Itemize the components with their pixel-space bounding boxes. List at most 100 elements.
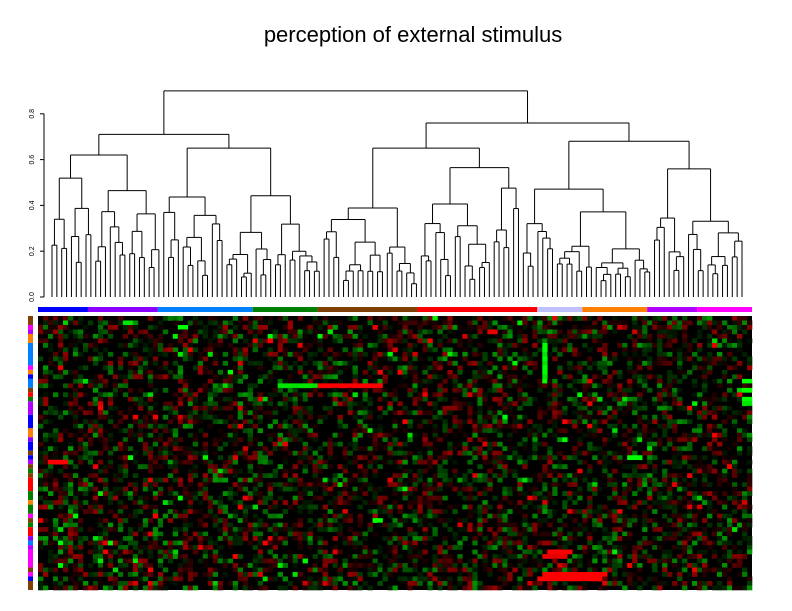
heatmap-cell bbox=[107, 540, 114, 546]
heatmap-cell bbox=[452, 324, 458, 330]
heatmap-cell bbox=[402, 347, 408, 353]
heatmap-cell bbox=[357, 563, 363, 568]
heatmap-cell bbox=[682, 374, 688, 380]
heatmap-cell bbox=[287, 374, 293, 380]
heatmap-cell bbox=[502, 419, 508, 425]
heatmap-cell bbox=[447, 356, 453, 362]
heatmap-cell bbox=[582, 342, 588, 348]
heatmap-cell bbox=[452, 419, 458, 425]
heatmap-cell bbox=[407, 504, 413, 510]
heatmap-cell bbox=[127, 549, 134, 555]
heatmap-cell bbox=[437, 558, 443, 564]
heatmap-cell bbox=[687, 473, 693, 479]
heatmap-cell bbox=[502, 563, 508, 568]
heatmap-cell bbox=[482, 509, 488, 514]
heatmap-cell bbox=[387, 482, 393, 487]
heatmap-cell bbox=[627, 473, 633, 479]
heatmap-cell bbox=[702, 527, 708, 532]
heatmap-cell bbox=[227, 455, 234, 461]
heatmap-cell bbox=[292, 410, 298, 416]
heatmap-cell bbox=[352, 531, 358, 537]
heatmap-cell bbox=[67, 316, 74, 321]
heatmap-cell bbox=[442, 378, 448, 384]
heatmap-cell bbox=[72, 387, 79, 393]
heatmap-cell bbox=[192, 455, 199, 461]
heatmap-cell bbox=[437, 329, 443, 335]
heatmap-cell bbox=[492, 320, 498, 326]
heatmap-cell bbox=[737, 446, 743, 452]
heatmap-cell bbox=[712, 459, 718, 465]
heatmap-cell bbox=[627, 536, 633, 541]
heatmap-cell bbox=[227, 396, 234, 402]
heatmap-cell bbox=[427, 419, 433, 425]
heatmap-cell bbox=[162, 414, 169, 420]
heatmap-cell bbox=[577, 428, 583, 434]
heatmap-cell bbox=[427, 374, 433, 380]
heatmap-cell bbox=[492, 410, 498, 416]
heatmap-cell bbox=[612, 414, 618, 420]
heatmap-cell bbox=[212, 405, 219, 411]
heatmap-cell bbox=[557, 567, 563, 573]
heatmap-cell bbox=[687, 531, 693, 537]
heatmap-cell bbox=[222, 396, 229, 402]
heatmap-cell bbox=[207, 477, 214, 483]
heatmap-cell bbox=[327, 356, 333, 362]
heatmap-cell bbox=[502, 522, 508, 528]
heatmap-cell bbox=[457, 401, 463, 407]
heatmap-cell bbox=[547, 540, 553, 546]
heatmap-cell bbox=[132, 491, 139, 496]
heatmap-cell bbox=[72, 378, 79, 384]
heatmap-cell bbox=[547, 419, 553, 425]
heatmap-cell bbox=[152, 464, 159, 470]
heatmap-cell bbox=[267, 495, 273, 501]
heatmap-cell bbox=[322, 459, 328, 465]
heatmap-cell bbox=[112, 477, 119, 483]
heatmap-cell bbox=[682, 504, 688, 510]
heatmap-cell bbox=[597, 509, 603, 514]
heatmap-cell bbox=[102, 378, 109, 384]
heatmap-cell bbox=[552, 486, 558, 492]
heatmap-cell bbox=[302, 500, 308, 505]
heatmap-cell bbox=[102, 329, 109, 335]
heatmap-cell bbox=[277, 383, 283, 389]
heatmap-cell bbox=[332, 536, 338, 541]
heatmap-cell bbox=[337, 563, 343, 568]
heatmap-cell bbox=[302, 441, 308, 447]
heatmap-cell bbox=[612, 495, 618, 501]
heatmap-cell bbox=[472, 347, 478, 353]
heatmap-cell bbox=[182, 540, 189, 546]
heatmap-cell bbox=[647, 504, 653, 510]
heatmap-cell bbox=[422, 387, 428, 393]
heatmap-cell bbox=[597, 513, 603, 519]
heatmap-cell bbox=[257, 545, 263, 550]
heatmap-cell bbox=[672, 459, 678, 465]
heatmap-cell bbox=[287, 468, 293, 474]
heatmap-cell bbox=[277, 338, 283, 344]
heatmap-cell bbox=[437, 414, 443, 420]
heatmap-cell bbox=[357, 522, 363, 528]
heatmap-cell bbox=[372, 459, 378, 465]
heatmap-cell bbox=[202, 441, 209, 447]
heatmap-cell bbox=[687, 320, 693, 326]
heatmap-cell bbox=[72, 356, 79, 362]
heatmap-cell bbox=[292, 333, 298, 339]
heatmap-cell bbox=[237, 360, 244, 366]
heatmap-cell bbox=[572, 554, 578, 559]
heatmap-cell bbox=[427, 446, 433, 452]
heatmap-cell bbox=[482, 459, 488, 465]
heatmap-cell bbox=[477, 450, 483, 456]
heatmap-cell bbox=[517, 396, 523, 402]
heatmap-cell bbox=[367, 500, 373, 505]
heatmap-cell bbox=[482, 428, 488, 434]
heatmap-cell bbox=[627, 428, 633, 434]
heatmap-cell bbox=[577, 545, 583, 550]
heatmap-cell bbox=[137, 338, 144, 344]
heatmap-cell bbox=[292, 473, 298, 479]
heatmap-cell bbox=[52, 527, 59, 532]
heatmap-cell bbox=[117, 540, 124, 546]
heatmap-cell bbox=[657, 396, 663, 402]
heatmap-cell bbox=[512, 531, 518, 537]
heatmap-cell bbox=[367, 527, 373, 532]
heatmap-cell bbox=[637, 396, 643, 402]
heatmap-cell bbox=[527, 428, 533, 434]
